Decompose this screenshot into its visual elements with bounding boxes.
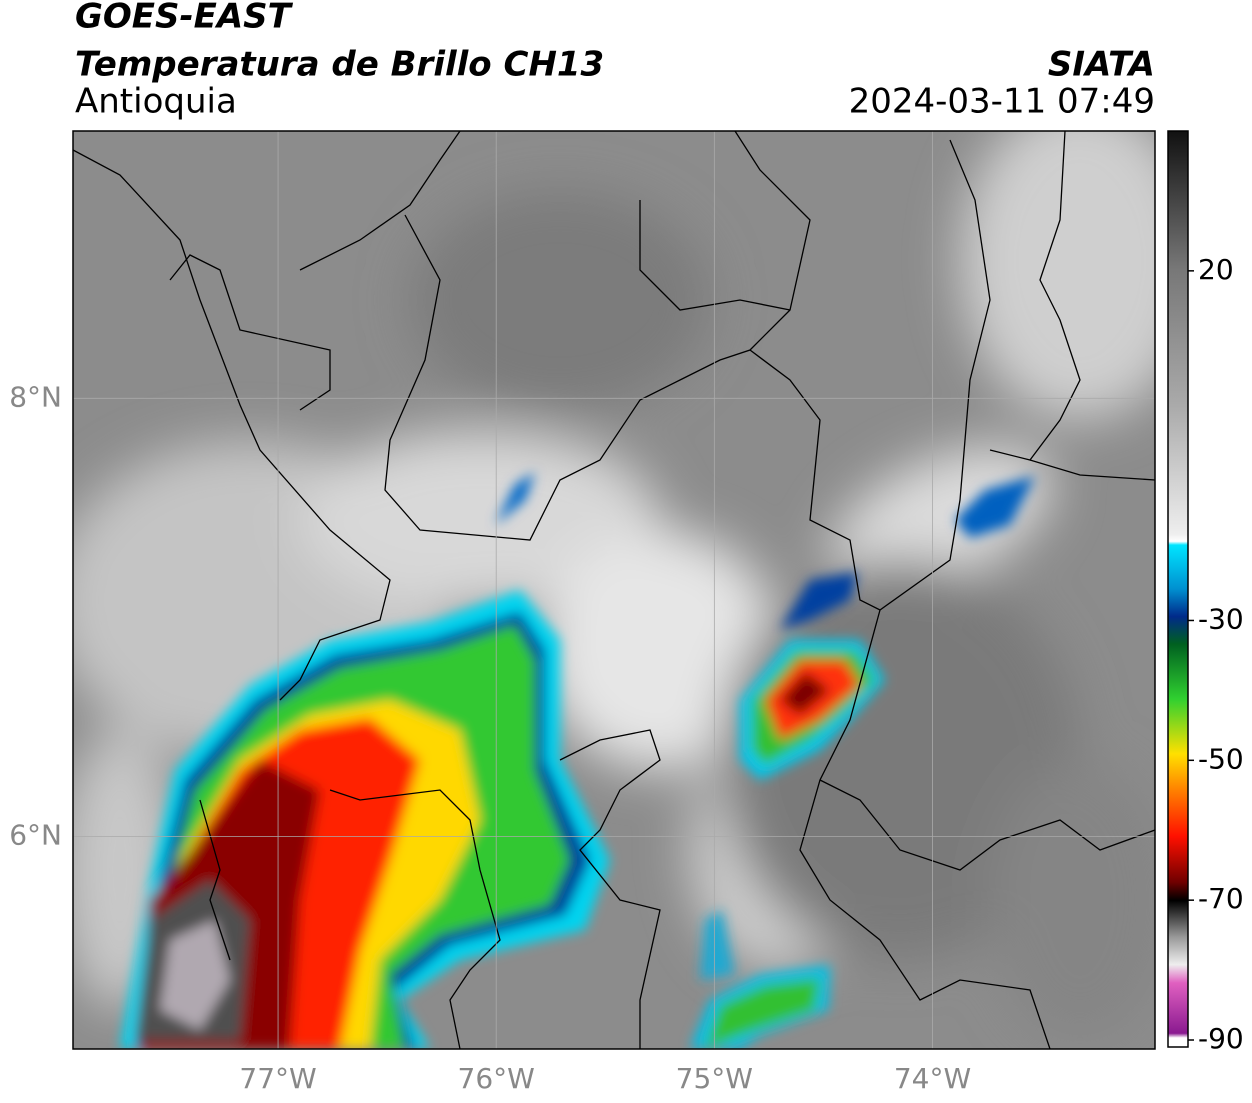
colorbar-tick-label: 20 xyxy=(1198,253,1234,286)
satellite-image xyxy=(73,131,1155,1049)
region: Antioquia xyxy=(75,82,237,122)
colorbar-tick-label: -90 xyxy=(1198,1022,1244,1055)
x-tick-label: 74°W xyxy=(894,1062,971,1095)
borders xyxy=(73,131,1155,1049)
y-tick-label: 6°N xyxy=(9,818,62,851)
title: GOES-EAST xyxy=(75,0,294,37)
subtitle: Temperatura de Brillo CH13 xyxy=(75,45,604,85)
colorbar-tick-label: -70 xyxy=(1198,882,1244,915)
colorbar-tick-label: -50 xyxy=(1198,742,1244,775)
x-tick-label: 76°W xyxy=(458,1062,535,1095)
map-frame xyxy=(72,130,1156,1050)
source: SIATA xyxy=(1048,45,1155,85)
colorbar xyxy=(1167,130,1189,1048)
graticule xyxy=(73,131,1155,1049)
colorbar-tick-label: -30 xyxy=(1198,602,1244,635)
x-tick-label: 77°W xyxy=(239,1062,316,1095)
x-tick-label: 75°W xyxy=(676,1062,753,1095)
datetime: 2024-03-11 07:49 xyxy=(849,82,1155,122)
y-tick-label: 8°N xyxy=(9,380,62,413)
